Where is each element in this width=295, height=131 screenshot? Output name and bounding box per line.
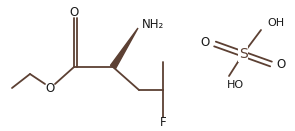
Text: O: O bbox=[276, 59, 285, 72]
Text: F: F bbox=[160, 116, 166, 130]
Text: OH: OH bbox=[267, 18, 284, 28]
Text: HO: HO bbox=[227, 80, 244, 90]
Text: O: O bbox=[69, 7, 79, 20]
Text: S: S bbox=[239, 47, 248, 61]
Text: O: O bbox=[201, 37, 210, 50]
Text: NH₂: NH₂ bbox=[142, 18, 164, 31]
Text: O: O bbox=[45, 81, 55, 94]
Polygon shape bbox=[110, 28, 138, 69]
